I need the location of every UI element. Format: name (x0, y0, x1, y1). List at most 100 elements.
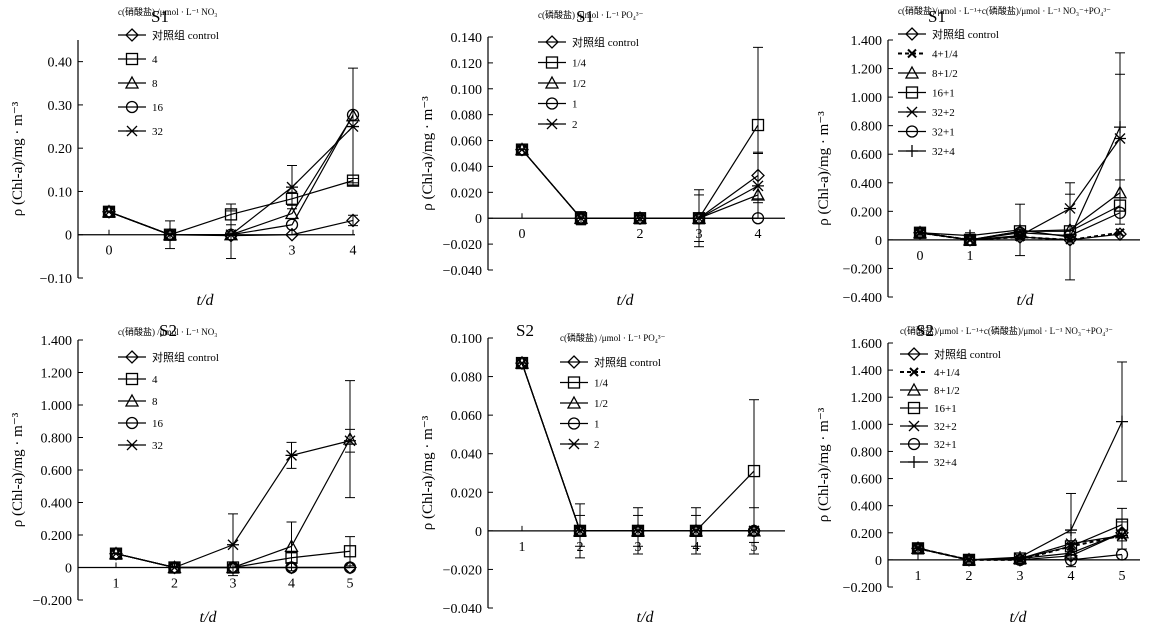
data-point (516, 357, 528, 369)
legend-label: 2 (594, 439, 600, 451)
y-tick-label: 0.800 (851, 445, 883, 460)
legend-label: 16 (152, 102, 164, 114)
legend-label: 8+1/2 (934, 385, 960, 397)
y-tick-label: 1.600 (851, 337, 883, 352)
legend-header: c(磷酸盐) /μmol · L⁻¹ PO₄³⁻ (538, 9, 644, 20)
data-point (1116, 530, 1128, 541)
x-axis-label: t/d (200, 609, 218, 626)
y-axis-label: ρ (Chl-a)/mg · m⁻³ (816, 111, 832, 226)
y-tick-label: 1.400 (851, 364, 883, 379)
legend-item: 8+1/2 (900, 382, 960, 397)
y-tick-label: −0.040 (443, 602, 482, 617)
y-axis-label: ρ (Chl-a)/mg · m⁻³ (10, 412, 26, 527)
legend-marker (907, 401, 921, 415)
series-5 (516, 144, 764, 243)
legend-marker (909, 367, 919, 377)
y-tick-label: 1.400 (851, 34, 883, 49)
y-tick-label: 0 (875, 234, 882, 249)
data-point (285, 218, 299, 231)
legend-marker (568, 438, 580, 450)
y-tick-label: 0 (65, 229, 72, 244)
legend-marker (906, 145, 918, 157)
x-tick-label: 3 (1017, 569, 1024, 584)
y-tick-label: 0.100 (451, 332, 483, 347)
y-tick-label: 0 (65, 562, 72, 577)
legend-label: 1/4 (572, 58, 587, 70)
legend-marker (905, 27, 919, 41)
series-line (521, 362, 755, 532)
panel-title: S1 (576, 7, 594, 26)
y-tick-label: 0.200 (851, 527, 883, 542)
y-tick-label: 1.000 (851, 91, 883, 106)
legend-marker (908, 420, 920, 432)
data-point (914, 226, 926, 239)
legend-item: 1/2 (538, 75, 586, 90)
legend-label: 32+2 (932, 107, 955, 119)
data-point (634, 212, 646, 224)
x-tick-label: 2 (637, 227, 644, 242)
chart-panel-2: S1 −0.040 −0.020 0 0.020 0.040 0.060 0.080 0.100… (420, 7, 785, 309)
x-tick-label: 4 (288, 577, 295, 592)
legend-label: 16+1 (934, 403, 957, 415)
y-axis-label: ρ (Chl-a)/mg · m⁻³ (10, 101, 26, 216)
legend-label: 8+1/2 (932, 68, 958, 80)
legend-label: 16 (152, 418, 164, 430)
y-tick-label: 1.200 (851, 63, 883, 78)
y-tick-label: 0 (475, 525, 482, 540)
legend-item: 对照组 control (118, 28, 219, 42)
legend-marker (125, 350, 139, 364)
legend-item: 1/4 (560, 376, 609, 390)
panel-title: S2 (916, 321, 934, 340)
legend-label: 2 (572, 119, 578, 131)
legend-item: 32+4 (898, 145, 955, 158)
legend-label: 对照组 control (572, 35, 639, 49)
x-tick-label: 4 (755, 227, 762, 242)
series-line (521, 149, 759, 219)
legend-marker (124, 75, 140, 89)
chart-panel-5: S2 −0.040 −0.020 0 0.020 0.040 0.060 0.080 0.100… (420, 321, 785, 626)
series-line (521, 362, 754, 532)
legend-marker (906, 106, 918, 118)
x-axis-label: t/d (1017, 292, 1035, 309)
data-point (575, 212, 587, 224)
legend-marker (566, 395, 582, 409)
series-line (521, 362, 754, 532)
legend-marker (905, 125, 919, 138)
data-point (285, 561, 298, 574)
data-point (286, 181, 298, 193)
legend-item: 32+4 (900, 456, 957, 469)
y-tick-label: 1.200 (851, 391, 883, 406)
x-axis-label: t/d (617, 292, 635, 309)
y-tick-label: 0.080 (451, 109, 483, 124)
y-tick-label: 0.200 (851, 205, 883, 220)
x-tick-label: 4 (1068, 569, 1075, 584)
legend-marker (567, 417, 581, 430)
data-point (1116, 415, 1128, 428)
data-point (1115, 228, 1125, 238)
legend-item: 32+1 (898, 125, 955, 139)
legend-item: 8+1/2 (898, 65, 958, 80)
y-axis-label: ρ (Chl-a)/mg · m⁻³ (816, 407, 832, 522)
legend-item: 1/4 (538, 56, 587, 70)
series-3 (514, 142, 766, 224)
y-tick-label: 1.200 (41, 367, 73, 382)
data-point (748, 525, 760, 537)
series-7 (912, 361, 1128, 568)
y-tick-label: −0.020 (443, 563, 482, 578)
legend-item: 4 (118, 52, 158, 66)
legend-item: 4 (118, 372, 158, 386)
legend-label: 32 (152, 126, 163, 138)
legend-item: 32+2 (898, 106, 955, 119)
data-point (110, 548, 122, 560)
legend-item: 16 (118, 100, 164, 114)
legend-item: 16+1 (900, 401, 957, 415)
legend-marker (125, 28, 139, 42)
legend-label: 1 (572, 99, 578, 111)
panel-title: S1 (928, 7, 946, 26)
y-tick-label: −0.400 (843, 291, 882, 306)
data-point (1113, 206, 1127, 219)
x-axis-label: t/d (1010, 609, 1028, 626)
data-point (227, 539, 239, 551)
legend-label: 1/2 (594, 398, 608, 410)
